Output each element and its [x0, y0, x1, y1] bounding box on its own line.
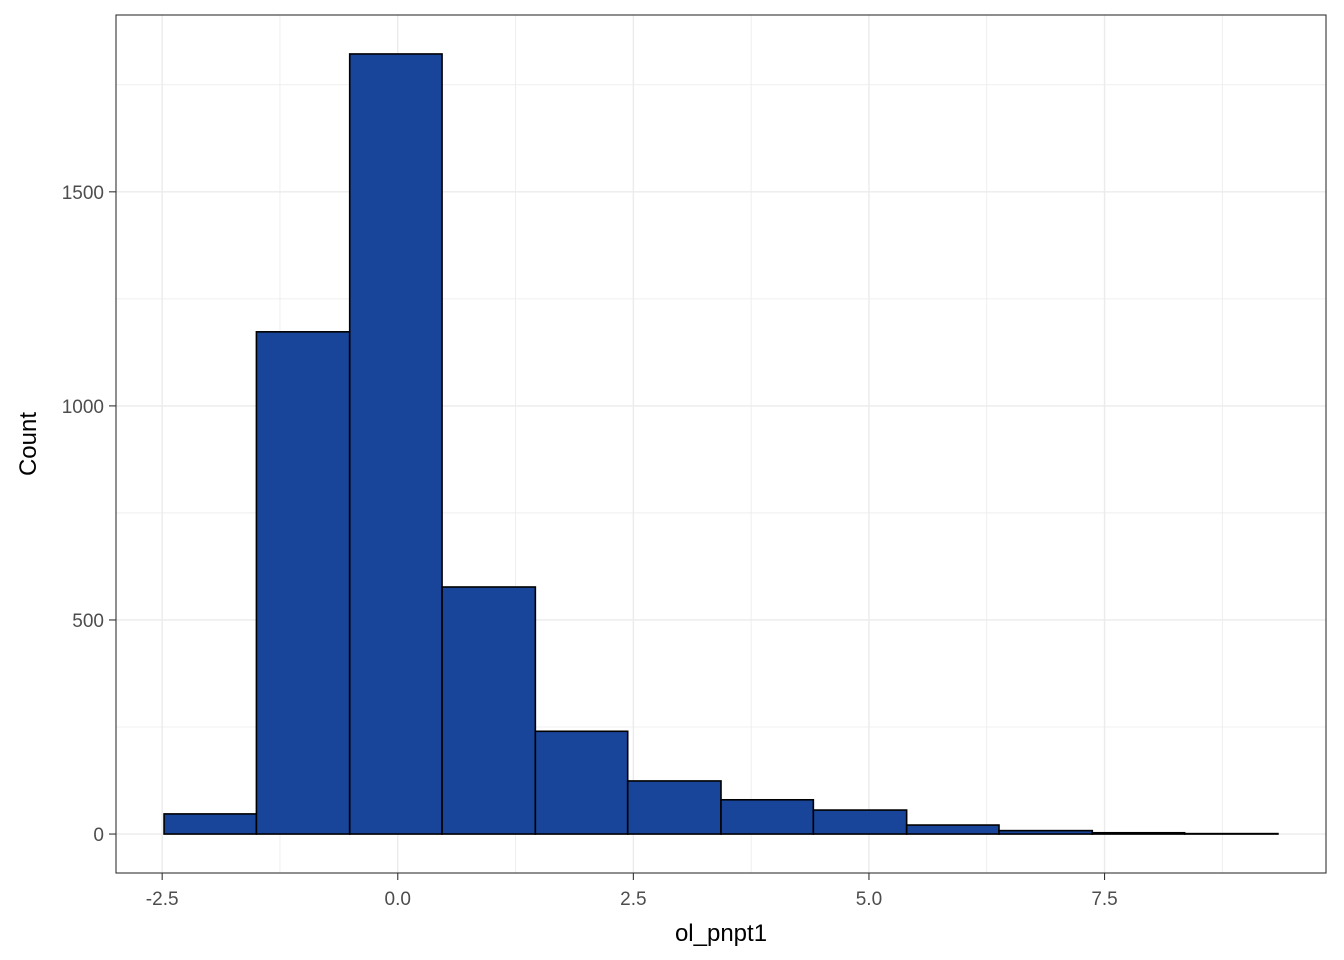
histogram-bar: [998, 829, 1094, 835]
x-tick-label: 0.0: [385, 889, 411, 910]
histogram-bar: [720, 798, 815, 835]
x-tick-label: -2.5: [146, 889, 179, 910]
y-tick-label: 500: [72, 611, 104, 632]
x-tick-label: 7.5: [1091, 889, 1117, 910]
histogram-bar: [812, 809, 908, 835]
x-tick-label: 5.0: [856, 889, 882, 910]
histogram-bars: [163, 53, 1279, 835]
histogram-bar: [1091, 831, 1186, 835]
histogram-bar: [348, 53, 443, 835]
histogram-bar: [255, 331, 351, 835]
histogram-bar: [534, 730, 629, 835]
histogram-bar: [905, 824, 1000, 835]
y-tick-label: 1000: [62, 397, 104, 418]
histogram-bar: [441, 586, 537, 835]
y-axis: 0 500 1000 1500: [62, 183, 116, 846]
histogram-bar: [626, 780, 722, 835]
x-tick-label: 2.5: [620, 889, 646, 910]
plot-panel-border: [115, 14, 1327, 874]
x-axis-title: ol_pnpt1: [675, 920, 767, 947]
histogram-bar: [163, 813, 258, 835]
y-axis-title: Count: [15, 412, 42, 476]
y-tick-label: 0: [93, 825, 104, 846]
x-axis: -2.5 0.0 2.5 5.0 7.5: [146, 873, 1118, 910]
y-tick-label: 1500: [62, 183, 104, 204]
